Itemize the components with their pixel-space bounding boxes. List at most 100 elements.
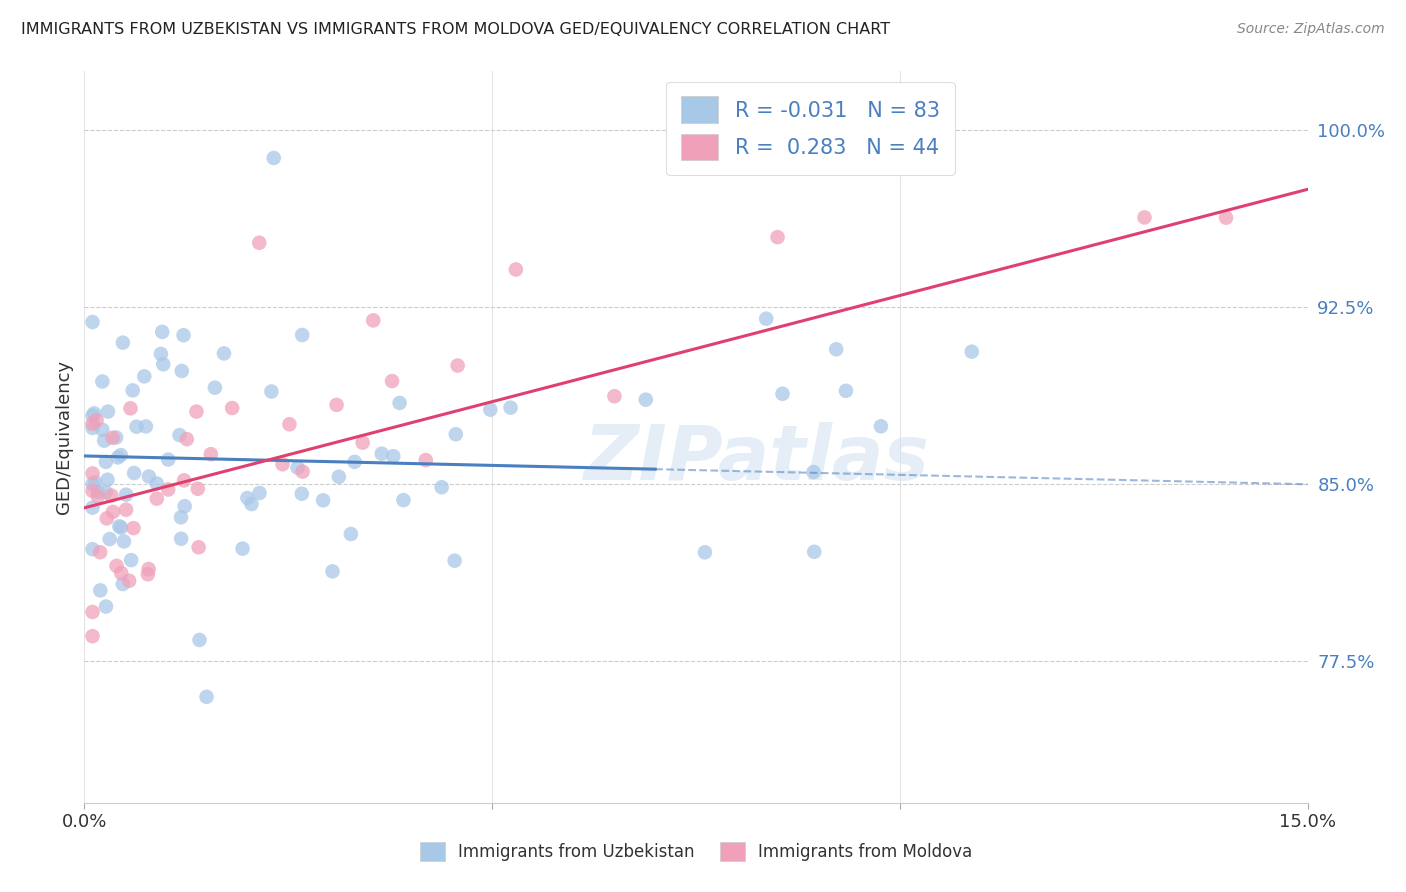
Point	[176, 432, 198, 446]
Point	[82, 476, 104, 491]
Point	[247, 235, 270, 250]
Point	[146, 476, 169, 491]
Point	[263, 151, 285, 165]
Point	[825, 343, 848, 357]
Point	[110, 448, 132, 462]
Point	[1133, 211, 1156, 225]
Point	[107, 450, 129, 465]
Point	[96, 473, 118, 487]
Point	[340, 527, 363, 541]
Point	[634, 392, 657, 407]
Point	[83, 406, 105, 420]
Point	[82, 409, 104, 423]
Point	[101, 431, 124, 445]
Point	[291, 328, 314, 343]
Point	[94, 455, 117, 469]
Point	[112, 534, 135, 549]
Point	[212, 346, 235, 360]
Point	[430, 480, 453, 494]
Point	[278, 417, 301, 432]
Point	[870, 419, 893, 434]
Point	[135, 419, 157, 434]
Point	[108, 519, 131, 533]
Point	[157, 483, 180, 497]
Point	[136, 567, 159, 582]
Point	[240, 497, 263, 511]
Point	[381, 374, 404, 388]
Point	[111, 335, 134, 350]
Point	[835, 384, 858, 398]
Point	[1215, 211, 1237, 225]
Point	[693, 545, 716, 559]
Point	[138, 562, 160, 576]
Point	[157, 452, 180, 467]
Point	[91, 375, 114, 389]
Point	[446, 359, 468, 373]
Point	[260, 384, 283, 399]
Point	[98, 532, 121, 546]
Point	[499, 401, 522, 415]
Point	[200, 447, 222, 461]
Point	[84, 475, 107, 490]
Point	[145, 491, 167, 506]
Point	[82, 500, 104, 515]
Point	[287, 460, 309, 475]
Point	[186, 404, 208, 418]
Point	[388, 396, 411, 410]
Point	[138, 469, 160, 483]
Point	[328, 469, 350, 483]
Point	[96, 511, 118, 525]
Point	[121, 384, 143, 398]
Point	[772, 386, 794, 401]
Point	[170, 510, 193, 524]
Point	[101, 505, 124, 519]
Point	[120, 401, 142, 416]
Point	[173, 474, 195, 488]
Point	[122, 521, 145, 535]
Point	[173, 499, 195, 513]
Point	[115, 488, 138, 502]
Point	[232, 541, 254, 556]
Point	[361, 313, 384, 327]
Point	[125, 419, 148, 434]
Point	[755, 311, 778, 326]
Text: ZIPatlas: ZIPatlas	[583, 422, 931, 496]
Point	[291, 487, 314, 501]
Point	[118, 574, 141, 588]
Point	[960, 344, 983, 359]
Point	[382, 449, 405, 463]
Point	[169, 428, 191, 442]
Point	[415, 453, 437, 467]
Point	[110, 566, 132, 580]
Point	[444, 427, 467, 442]
Point	[82, 483, 104, 498]
Point	[120, 553, 142, 567]
Point	[170, 364, 193, 378]
Point	[152, 357, 174, 371]
Point	[91, 423, 114, 437]
Point	[149, 347, 172, 361]
Point	[94, 485, 117, 500]
Point	[479, 402, 502, 417]
Point	[187, 482, 209, 496]
Point	[505, 262, 527, 277]
Point	[188, 632, 211, 647]
Point	[195, 690, 218, 704]
Point	[82, 417, 104, 431]
Point	[204, 381, 226, 395]
Point	[371, 447, 394, 461]
Point	[803, 465, 825, 479]
Point	[443, 554, 465, 568]
Point	[312, 493, 335, 508]
Point	[392, 493, 415, 508]
Point	[110, 520, 132, 534]
Point	[249, 486, 271, 500]
Point	[291, 465, 314, 479]
Point	[115, 502, 138, 516]
Point	[82, 605, 104, 619]
Point	[352, 435, 374, 450]
Point	[87, 484, 110, 499]
Point	[221, 401, 243, 415]
Point	[170, 532, 193, 546]
Point	[89, 583, 111, 598]
